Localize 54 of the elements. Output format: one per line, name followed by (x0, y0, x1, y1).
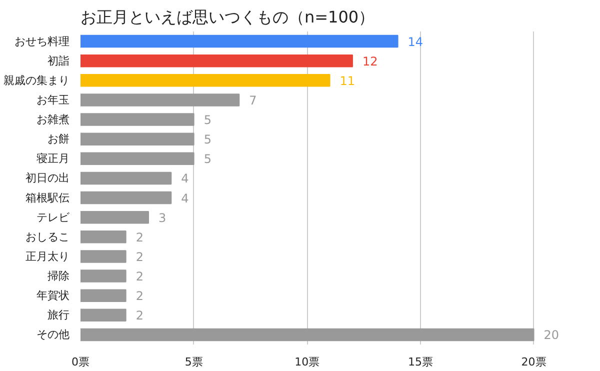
bar (80, 191, 172, 204)
data-label: 5 (204, 132, 212, 147)
y-tick-label: 初日の出 (26, 172, 70, 185)
data-label: 14 (408, 34, 424, 49)
bar (80, 210, 149, 224)
data-label: 12 (362, 54, 378, 68)
y-tick-label: その他 (36, 328, 70, 342)
y-tick-label: 寝正月 (36, 152, 70, 166)
data-label: 4 (181, 172, 189, 186)
y-tick-label: テレビ (36, 210, 70, 224)
bar (80, 152, 194, 166)
bar (80, 34, 398, 48)
y-tick-label: 箱根駅伝 (26, 191, 70, 204)
x-tick-label: 20票 (521, 356, 546, 368)
data-label: 11 (340, 74, 356, 88)
bar (80, 308, 126, 322)
y-tick-label: 親戚の集まり (4, 74, 70, 87)
y-tick-label: お雑煮 (36, 113, 70, 126)
data-label: 5 (204, 113, 212, 128)
data-label: 20 (544, 328, 560, 342)
bar (80, 74, 330, 87)
bar (80, 54, 353, 68)
bar (80, 328, 534, 342)
y-tick-label: 掃除 (48, 270, 70, 283)
y-tick-label: 旅行 (48, 308, 70, 322)
bar (80, 289, 126, 302)
bar (80, 113, 194, 126)
data-label: 7 (249, 93, 257, 108)
data-label: 5 (204, 152, 212, 166)
y-tick-label: おせち料理 (14, 34, 70, 48)
bar (80, 230, 126, 244)
bar (80, 270, 126, 282)
bar (80, 172, 172, 185)
bar (80, 250, 126, 263)
chart-title: お正月といえば思いつくもの（n=100） (80, 8, 375, 26)
bar (80, 132, 194, 146)
y-tick-label: 年賀状 (36, 289, 70, 302)
data-label: 2 (136, 270, 144, 284)
y-tick-label: お餅 (48, 132, 70, 146)
y-tick-label: 正月太り (26, 250, 70, 263)
x-tick-label: 10票 (294, 356, 320, 368)
data-label: 2 (136, 250, 144, 264)
data-label: 2 (136, 230, 144, 244)
data-label: 4 (181, 191, 189, 206)
y-tick-label: 初詣 (48, 54, 70, 68)
data-label: 2 (136, 289, 144, 304)
x-tick-label: 5票 (184, 356, 203, 368)
x-tick-label: 15票 (408, 356, 433, 368)
bar (80, 94, 240, 106)
y-tick-label: おしるこ (26, 230, 70, 244)
data-label: 2 (136, 308, 144, 323)
y-tick-label: お年玉 (36, 93, 70, 106)
data-label: 3 (158, 210, 166, 225)
x-tick-label: 0票 (72, 356, 90, 368)
